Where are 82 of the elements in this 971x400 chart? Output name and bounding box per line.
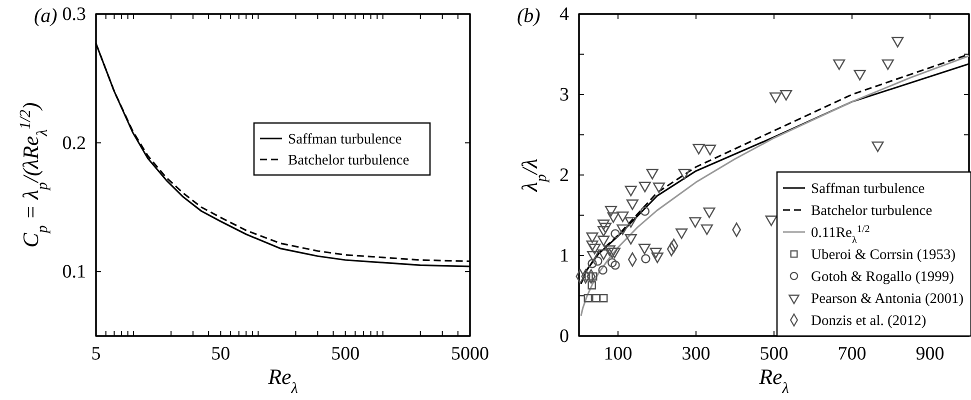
legend-label: Gotoh & Rogallo (1999) [811,269,954,285]
point [592,294,600,302]
point [882,59,894,70]
point [626,199,638,210]
point [588,244,601,254]
point [610,229,620,238]
point [640,206,650,216]
point [770,92,782,103]
point [704,144,716,156]
point [692,144,705,154]
point [638,244,651,254]
legend-label: Pearson & Antonia (2001) [811,291,964,307]
legend-label: Donzis et al. (2012) [811,313,926,329]
point [608,248,621,258]
point [604,206,618,216]
point [616,224,629,235]
point [606,248,618,258]
point [588,281,596,290]
point [780,90,792,101]
point [624,217,637,228]
point [624,234,637,245]
x-tick-label: 500 [331,343,360,364]
point [598,249,610,260]
point [624,186,637,196]
y-tick-label: 3 [560,84,569,106]
point [650,248,662,258]
point [599,294,608,302]
chart-title: (b) [517,5,541,27]
x-tick-label: 5000 [451,343,489,364]
y-tick-label: 0 [560,326,569,348]
y-tick-label: 0.1 [62,262,86,283]
x-tick-label: 300 [682,343,710,364]
x-tick-label: 900 [916,343,944,364]
point [676,228,688,240]
point [599,222,612,234]
point [598,226,610,237]
chart-title: (a) [34,5,58,27]
x-axis-title: Re$_{λ}$ [758,364,790,396]
x-tick-label: 100 [604,343,632,364]
point [638,182,651,192]
y-tick-label: 0.3 [62,4,86,26]
legend-label: Saffman turbulence [811,181,925,197]
point [586,232,598,244]
point [616,212,629,222]
point [765,216,778,226]
point [854,70,866,80]
point [598,236,610,246]
point [892,36,904,48]
point [651,252,664,264]
y-tick-label: 1 [560,246,569,267]
point [833,59,846,70]
point [646,168,658,180]
point [593,256,602,266]
point [703,207,716,218]
point [689,217,702,228]
y-tick-label: 0.2 [62,132,86,154]
legend-label: Batchelor turbulence [811,203,932,219]
x-tick-label: 5 [91,343,101,364]
point [607,212,620,223]
point [598,265,608,275]
point [700,224,713,235]
legend-label: Saffman turbulence [288,132,402,148]
x-tick-label: 700 [838,343,866,364]
legend-label: Batchelor turbulence [288,152,410,168]
point [603,245,616,256]
point [598,220,610,230]
point [587,250,600,262]
point [872,141,884,152]
y-tick-label: 2 [560,165,569,186]
legend-label: Uberoi & Corrsin (1953) [811,247,956,263]
point [588,258,597,268]
point [610,260,620,270]
point [584,294,592,302]
point [652,182,665,194]
point [678,168,690,180]
x-axis-title: Re$_{λ}$ [267,364,298,396]
y-tick-label: 4 [560,4,570,26]
point [608,258,617,268]
point [586,240,598,252]
x-tick-label: 500 [760,343,788,364]
point [641,254,650,264]
x-tick-label: 50 [211,343,230,364]
